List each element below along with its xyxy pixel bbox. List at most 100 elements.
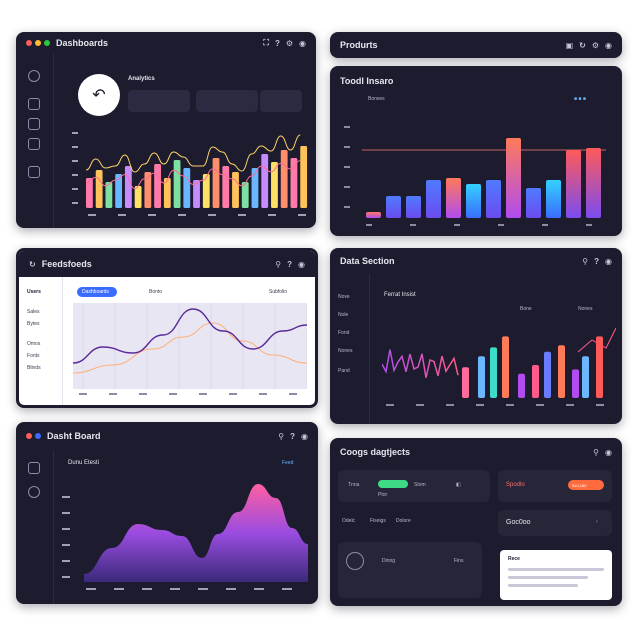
home-icon[interactable] <box>28 98 40 110</box>
user-icon[interactable]: ◉ <box>299 38 306 48</box>
bar <box>290 158 298 208</box>
bar <box>154 164 161 208</box>
settings-icon[interactable]: ⚙ <box>285 38 294 48</box>
tab-dashboards[interactable]: Dashboards <box>77 287 117 297</box>
bar <box>134 186 142 208</box>
offer-button[interactable]: $10,180 <box>568 480 604 490</box>
refresh-icon[interactable]: ↻ <box>579 40 586 50</box>
bar <box>490 347 497 398</box>
x-tick <box>142 588 152 590</box>
chart-icon[interactable]: ▣ <box>565 40 574 50</box>
pin-icon[interactable]: ⚲ <box>582 256 589 266</box>
chevron-right-icon[interactable]: › <box>596 519 598 525</box>
profile-avatar[interactable]: ↶ <box>78 74 120 116</box>
dashboard-window-2: Produrts ▣ ↻ ⚙ ◉ <box>330 32 622 58</box>
x-tick <box>446 404 454 406</box>
y-tick <box>62 528 70 530</box>
sidebar-item-3[interactable]: Fonts <box>27 353 40 359</box>
stat-chip-3[interactable] <box>260 90 302 112</box>
help-icon[interactable]: ? <box>274 38 280 48</box>
row2-label: Ptor <box>378 492 388 498</box>
sidebar-item-3[interactable]: Nones <box>338 348 353 354</box>
user-icon[interactable]: ◉ <box>605 256 612 266</box>
maximize-dot[interactable] <box>44 40 50 46</box>
minimize-dot[interactable] <box>35 40 41 46</box>
x-tick <box>198 588 208 590</box>
window-controls <box>26 40 50 46</box>
toggle-switch-on[interactable] <box>378 480 408 488</box>
clock-icon[interactable] <box>28 70 40 82</box>
bar <box>86 178 93 208</box>
chart-icon[interactable] <box>28 462 40 474</box>
row-mid-label: Stom <box>414 482 426 488</box>
stat-chip-1[interactable] <box>128 90 190 112</box>
bar <box>478 356 485 398</box>
circle-button[interactable] <box>346 552 364 570</box>
window-title: Coogs dagtjects <box>340 447 411 457</box>
dashboard-window-3: ↻ Feedsfoeds ⚲ ? ◉ Users Sales Bytes Omo… <box>16 248 318 408</box>
legend-label: Bonses <box>368 96 385 102</box>
series-line-2 <box>73 322 307 374</box>
trend-line-1 <box>85 134 301 173</box>
settings-icon[interactable]: ⚙ <box>591 40 600 50</box>
tab-subfolio[interactable]: Subfolio <box>269 289 288 295</box>
sidebar-item-4[interactable]: Pand <box>338 368 350 374</box>
fullscreen-icon[interactable]: ⛶ <box>263 38 269 47</box>
sidebar-item-2[interactable]: Omos <box>27 341 41 347</box>
x-tick <box>298 214 306 216</box>
tab-0[interactable]: Odelc <box>342 518 356 524</box>
bar <box>251 168 259 208</box>
sidebar-item-4[interactable]: Blinds <box>27 365 41 371</box>
x-tick <box>148 214 156 216</box>
sidebar-item-0[interactable]: Sales <box>27 309 40 315</box>
sidebar-item-0[interactable]: Nove <box>338 294 350 300</box>
tab-bonto[interactable]: Bonto <box>149 289 163 295</box>
y-tick <box>344 146 350 148</box>
folder-icon[interactable] <box>28 138 40 150</box>
user-icon[interactable]: ◉ <box>605 40 612 50</box>
docs-icon[interactable] <box>28 118 40 130</box>
user-icon[interactable]: ◉ <box>298 259 305 269</box>
x-tick <box>208 214 216 216</box>
notification-card[interactable]: Rece <box>500 550 612 600</box>
btn2-label[interactable]: Fins <box>454 558 464 564</box>
btn1-label[interactable]: Dinng <box>382 558 396 564</box>
sidebar-item-1[interactable]: Bytes <box>27 321 40 327</box>
tab-2[interactable]: Dolore <box>396 518 411 524</box>
calendar-icon[interactable] <box>28 166 40 178</box>
x-tick <box>268 214 276 216</box>
window-titlebar: Produrts ▣ ↻ ⚙ ◉ <box>330 32 622 58</box>
minimize-dot[interactable] <box>35 433 41 439</box>
pin-icon[interactable]: ⚲ <box>278 431 285 441</box>
close-dot[interactable] <box>26 433 32 439</box>
sidebar <box>16 450 54 604</box>
x-tick <box>109 393 117 395</box>
sidebar-item-2[interactable]: Fond <box>338 330 350 336</box>
bar <box>566 150 581 218</box>
pin-icon[interactable]: ⚲ <box>593 447 600 457</box>
dashboard-window-6: Coogs dagtjects ⚲ ◉ Tnna Ptor Stom ◧ Spo… <box>330 438 622 606</box>
y-tick <box>62 544 70 546</box>
x-tick <box>289 393 297 395</box>
tab-1[interactable]: Fiseigs <box>370 518 386 524</box>
refresh-icon[interactable]: ↻ <box>29 259 36 269</box>
help-icon[interactable]: ? <box>287 259 293 269</box>
bar <box>506 138 521 218</box>
stat-chip-2[interactable] <box>196 90 258 112</box>
user-icon[interactable]: ◉ <box>301 431 308 441</box>
bar <box>173 160 181 208</box>
bar <box>261 154 269 208</box>
panel-title: Dunu Etesti <box>68 460 100 466</box>
x-tick <box>199 393 207 395</box>
settings-icon[interactable] <box>28 486 40 498</box>
offer-panel: Spodlo $10,180 <box>498 470 612 502</box>
sidebar-item-1[interactable]: Nole <box>338 312 349 318</box>
pin-icon[interactable]: ⚲ <box>275 259 282 269</box>
x-tick <box>226 588 236 590</box>
user-icon[interactable]: ◉ <box>605 447 612 457</box>
bar <box>95 170 103 208</box>
help-icon[interactable]: ? <box>290 431 296 441</box>
help-icon[interactable]: ? <box>594 256 600 266</box>
close-dot[interactable] <box>26 40 32 46</box>
filter-chip[interactable]: Feed <box>282 460 294 466</box>
